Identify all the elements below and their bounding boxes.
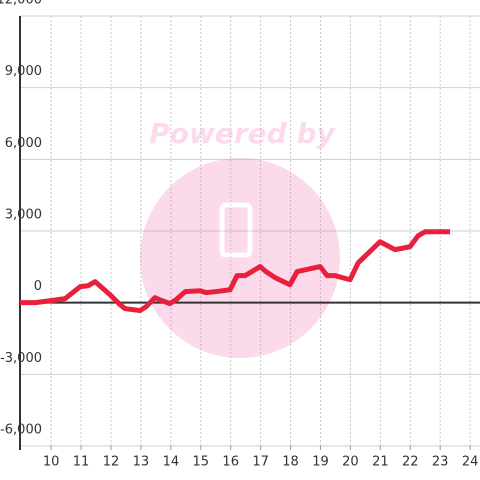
watermark: Powered by: [140, 117, 340, 358]
x-tick-label: 18: [282, 455, 299, 470]
y-tick-label: -6,000: [0, 423, 42, 438]
x-tick-label: 11: [73, 455, 90, 470]
x-tick-label: 23: [432, 455, 449, 470]
y-tick-label: 12,000: [0, 0, 42, 8]
x-tick-label: 20: [342, 455, 359, 470]
x-tick-label: 17: [252, 455, 269, 470]
x-tick-label: 13: [133, 455, 150, 470]
x-tick-label: 22: [402, 455, 419, 470]
x-tick-label: 14: [163, 455, 180, 470]
x-tick-label: 21: [372, 455, 389, 470]
x-tick-label: 19: [312, 455, 329, 470]
y-tick-label: 9,000: [5, 64, 42, 79]
y-tick-label: 3,000: [5, 208, 42, 223]
watermark-text: Powered by: [149, 117, 336, 150]
x-tick-label: 10: [43, 455, 60, 470]
y-tick-label: -3,000: [0, 351, 42, 366]
x-tick-label: 12: [103, 455, 120, 470]
x-tick-label: 24: [462, 455, 479, 470]
x-tick-label: 15: [192, 455, 209, 470]
y-tick-label: 6,000: [5, 136, 42, 151]
x-tick-label: 16: [222, 455, 239, 470]
y-tick-label: 0: [34, 279, 42, 294]
line: [20, 229, 451, 314]
